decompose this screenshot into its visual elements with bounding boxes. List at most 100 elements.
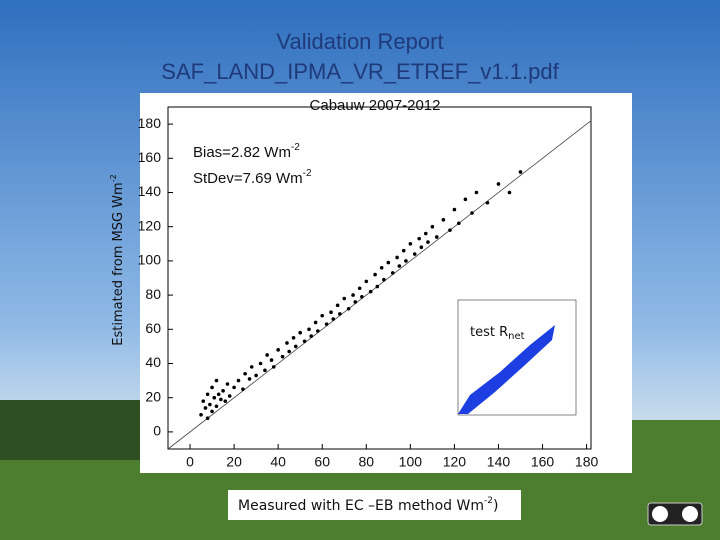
point xyxy=(360,295,364,299)
point xyxy=(316,329,320,333)
inset-box xyxy=(438,287,583,432)
point xyxy=(518,170,523,174)
annotation-sup: -2 xyxy=(291,142,300,153)
y-tick-label: 140 xyxy=(138,183,162,199)
point xyxy=(342,296,347,301)
label-sub: net xyxy=(508,331,524,342)
point xyxy=(212,395,217,400)
point xyxy=(470,211,474,215)
license-badge xyxy=(647,502,703,526)
point xyxy=(335,303,340,308)
point xyxy=(364,279,369,284)
point xyxy=(386,260,391,265)
slide-title: Validation Report xyxy=(276,29,443,54)
point xyxy=(379,265,384,270)
point xyxy=(249,365,254,369)
point xyxy=(254,373,258,378)
point xyxy=(457,221,461,226)
point xyxy=(423,231,428,236)
slide-title: SAF_LAND_IPMA_VR_ETREF_v1.1.pdf xyxy=(161,59,559,84)
point xyxy=(302,339,307,344)
point xyxy=(417,236,421,241)
point xyxy=(223,399,228,403)
point xyxy=(419,245,424,250)
point xyxy=(258,361,263,366)
inset-frame xyxy=(457,299,577,416)
badge-icon xyxy=(682,506,698,522)
x-tick-label: 40 xyxy=(270,454,286,470)
point xyxy=(276,348,280,352)
point xyxy=(214,378,219,383)
point xyxy=(441,218,446,222)
x-label-box xyxy=(228,490,521,520)
point xyxy=(280,354,285,359)
point xyxy=(199,413,203,417)
chart-title: Cabauw 2007-2012 xyxy=(310,97,441,114)
point xyxy=(227,394,232,398)
point xyxy=(265,353,269,357)
y-axis-label: Estimated from MSG Wm-2 xyxy=(109,174,126,345)
point xyxy=(452,207,457,212)
y-tick-label: 0 xyxy=(153,423,161,439)
point xyxy=(269,358,274,362)
point xyxy=(448,228,452,232)
point xyxy=(225,382,230,386)
point xyxy=(263,368,267,373)
point xyxy=(208,402,212,407)
x-tick-label: 80 xyxy=(358,454,374,470)
point xyxy=(434,235,439,239)
point xyxy=(485,200,490,205)
point xyxy=(375,284,380,289)
point xyxy=(463,197,468,202)
point xyxy=(368,289,373,294)
x-tick-label: 100 xyxy=(399,454,423,470)
point xyxy=(412,252,417,256)
point xyxy=(205,392,210,397)
point xyxy=(307,327,311,332)
x-tick-label: 0 xyxy=(186,454,194,470)
y-tick-label: 80 xyxy=(145,286,161,302)
point xyxy=(216,392,221,397)
annotation-text: StDev=7.69 Wm xyxy=(193,170,303,187)
point xyxy=(320,313,325,318)
x-tick-label: 160 xyxy=(531,454,555,470)
y-tick-label: 20 xyxy=(145,388,161,404)
point xyxy=(408,242,413,246)
point xyxy=(287,349,291,354)
point xyxy=(346,306,351,311)
x-tick-label: 120 xyxy=(443,454,467,470)
point xyxy=(210,409,214,414)
point xyxy=(309,334,314,338)
inset-label: test Rnet xyxy=(470,325,525,343)
label-sup: -2 xyxy=(484,496,493,506)
point xyxy=(241,387,245,391)
annotation-text: Bias=2.82 Wm xyxy=(193,144,291,161)
y-tick-label: 60 xyxy=(145,320,161,336)
x-tick-label: 60 xyxy=(314,454,330,470)
y-tick-label: 180 xyxy=(138,115,162,131)
y-tick-label: 160 xyxy=(138,149,162,165)
annotation: StDev=7.69 Wm-2 xyxy=(193,168,312,187)
label-sup: -2 xyxy=(109,174,118,182)
identity-line xyxy=(167,120,592,450)
point xyxy=(214,404,219,409)
x-tick-label: 20 xyxy=(226,454,242,470)
point xyxy=(210,385,214,390)
label-suffix: ) xyxy=(493,498,498,514)
label-text: Estimated from MSG Wm xyxy=(111,182,126,345)
badge-icon xyxy=(652,506,668,522)
annotation-sup: -2 xyxy=(303,168,312,179)
point xyxy=(338,312,342,316)
point xyxy=(430,224,435,229)
point xyxy=(395,255,399,260)
trees xyxy=(0,400,140,460)
point xyxy=(390,271,395,275)
point xyxy=(401,248,406,253)
inset: test Rnet xyxy=(438,287,583,432)
point xyxy=(201,399,206,403)
point xyxy=(357,286,362,291)
point xyxy=(353,300,358,304)
point xyxy=(373,272,377,277)
point xyxy=(236,378,241,383)
